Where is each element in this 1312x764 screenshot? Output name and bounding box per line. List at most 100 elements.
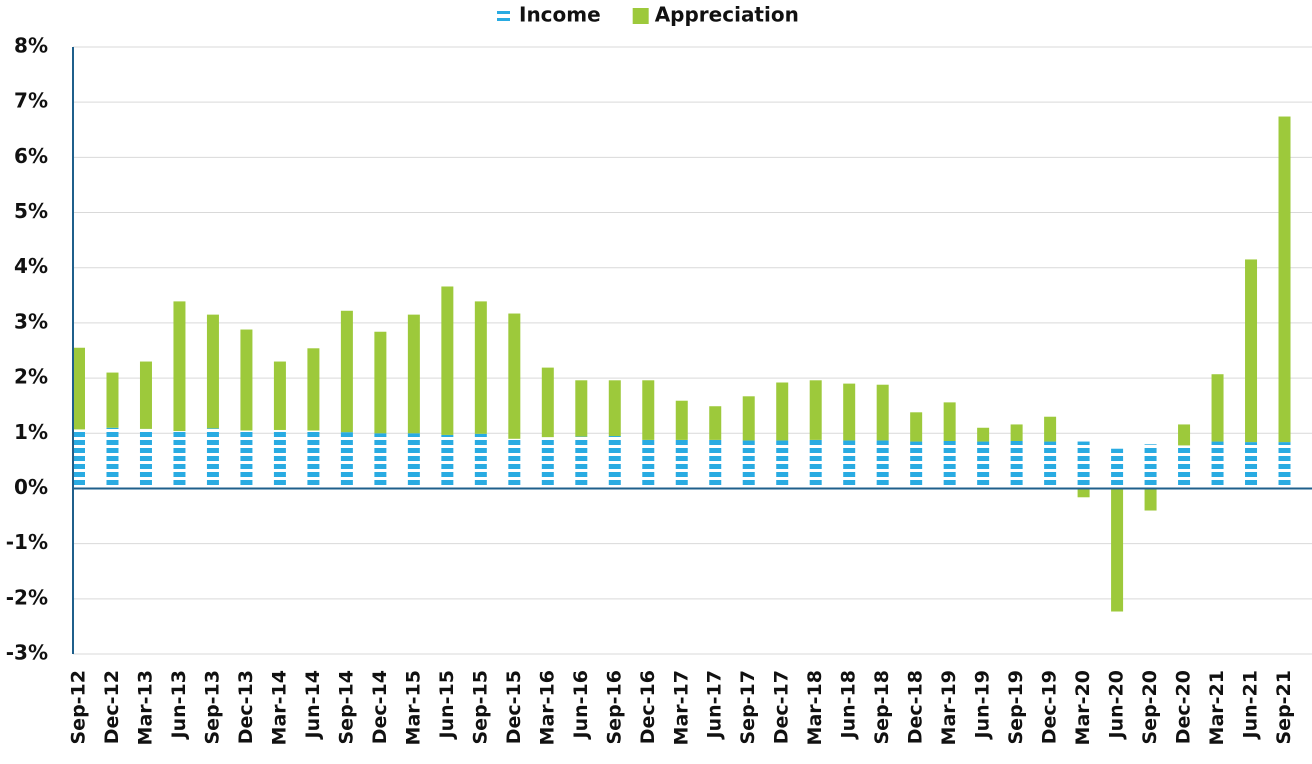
bar-segment <box>1178 424 1191 446</box>
bar-segment <box>474 433 487 489</box>
y-tick-label: -1% <box>6 530 48 554</box>
bar-segment <box>1178 445 1191 489</box>
bar-segment <box>173 431 186 489</box>
x-tick-label: Sep-16 <box>603 670 625 745</box>
bar-segment <box>206 428 219 489</box>
x-tick-label: Mar-13 <box>134 670 156 745</box>
x-tick-label: Dec-15 <box>503 670 525 744</box>
bar-segment <box>1144 444 1157 489</box>
x-tick-label: Sep-18 <box>871 670 893 745</box>
bar-segment <box>1211 441 1224 489</box>
x-tick-label: Sep-21 <box>1273 670 1295 745</box>
bar-segment <box>73 429 85 489</box>
bar-segment <box>843 383 856 441</box>
x-tick-label: Dec-17 <box>771 670 793 744</box>
bar-segment <box>1278 442 1291 489</box>
y-tick-label: 7% <box>14 89 48 113</box>
bar-segment <box>608 380 621 437</box>
x-tick-label: Dec-18 <box>905 670 927 744</box>
x-tick-label: Jun-15 <box>436 670 458 740</box>
bar-segment <box>742 440 755 489</box>
bar-segment <box>139 361 152 429</box>
bar-segment <box>307 430 320 489</box>
bar-segment <box>139 428 152 489</box>
bar-segment <box>809 439 822 489</box>
bar-segment <box>240 329 253 431</box>
x-tick-label: Dec-14 <box>369 670 391 744</box>
bar-segment <box>642 380 655 440</box>
bar-segment <box>1144 488 1157 511</box>
bar-segment <box>273 361 286 430</box>
bar-segment <box>340 432 353 489</box>
x-tick-label: Jun-13 <box>168 670 190 740</box>
bar-segment <box>709 406 722 440</box>
y-tick-label: 1% <box>14 420 48 444</box>
x-tick-label: Sep-13 <box>201 670 223 745</box>
y-tick-label: 4% <box>14 254 48 278</box>
y-tick-label: 2% <box>14 365 48 389</box>
bar-segment <box>407 314 420 434</box>
bar-segment <box>106 427 119 489</box>
bar-segment <box>943 402 956 441</box>
bar-segment <box>675 400 688 440</box>
bar-segment <box>240 430 253 489</box>
bar-segment <box>910 441 923 489</box>
bar-segment <box>1211 374 1224 442</box>
y-tick-label: 6% <box>14 144 48 168</box>
x-tick-label: Sep-17 <box>737 670 759 745</box>
bar-segment <box>709 439 722 489</box>
x-tick-label: Mar-16 <box>536 670 558 745</box>
bar-segment <box>675 439 688 489</box>
bar-segment <box>943 440 956 489</box>
bar-segment <box>742 396 755 441</box>
bar-segment <box>1245 259 1258 443</box>
x-tick-label: Sep-20 <box>1139 670 1161 745</box>
bar-segment <box>340 310 353 433</box>
y-tick-label: 0% <box>14 475 48 499</box>
bar-segment <box>474 301 487 434</box>
bar-segment <box>106 372 119 428</box>
x-tick-label: Jun-21 <box>1240 670 1262 740</box>
x-tick-label: Dec-16 <box>637 670 659 744</box>
bar-segment <box>876 384 889 441</box>
x-tick-label: Mar-21 <box>1206 670 1228 745</box>
bar-segment <box>575 380 588 437</box>
bar-segment <box>1077 441 1090 489</box>
bar-segment <box>1044 416 1057 442</box>
legend-label: Income <box>519 3 601 27</box>
bar-segment <box>441 434 454 489</box>
x-tick-label: Dec-19 <box>1039 670 1061 744</box>
bar-segment <box>843 440 856 489</box>
bar-segment <box>642 439 655 489</box>
legend-item: Income <box>497 3 601 27</box>
bar-segment <box>374 433 387 489</box>
bar-segment <box>776 440 789 489</box>
bar-segment <box>1077 488 1090 498</box>
x-tick-label: Sep-14 <box>335 670 357 745</box>
x-tick-label: Dec-12 <box>101 670 123 744</box>
bar-segment <box>508 438 521 489</box>
y-tick-label: 3% <box>14 309 48 333</box>
x-tick-label: Sep-19 <box>1005 670 1027 745</box>
legend-swatch <box>497 18 510 21</box>
bar-segment <box>776 382 789 441</box>
bar-segment <box>809 380 822 440</box>
x-tick-label: Jun-17 <box>704 670 726 740</box>
y-tick-label: -3% <box>6 641 48 665</box>
bar-segment <box>1245 442 1258 489</box>
bar-segment <box>1010 440 1023 489</box>
legend-swatch <box>632 8 649 24</box>
legend-item: Appreciation <box>632 3 799 27</box>
x-tick-label: Mar-14 <box>268 670 290 745</box>
bar-segment <box>1044 441 1057 489</box>
legend-swatch <box>497 11 510 14</box>
bar-segment <box>1010 424 1023 441</box>
x-tick-label: Mar-18 <box>804 670 826 745</box>
x-tick-label: Mar-15 <box>402 670 424 745</box>
x-tick-label: Mar-17 <box>670 670 692 745</box>
bar-segment <box>1111 448 1124 489</box>
bar-segment <box>407 433 420 489</box>
bar-segment <box>441 286 454 435</box>
bar-segment <box>1278 116 1291 443</box>
